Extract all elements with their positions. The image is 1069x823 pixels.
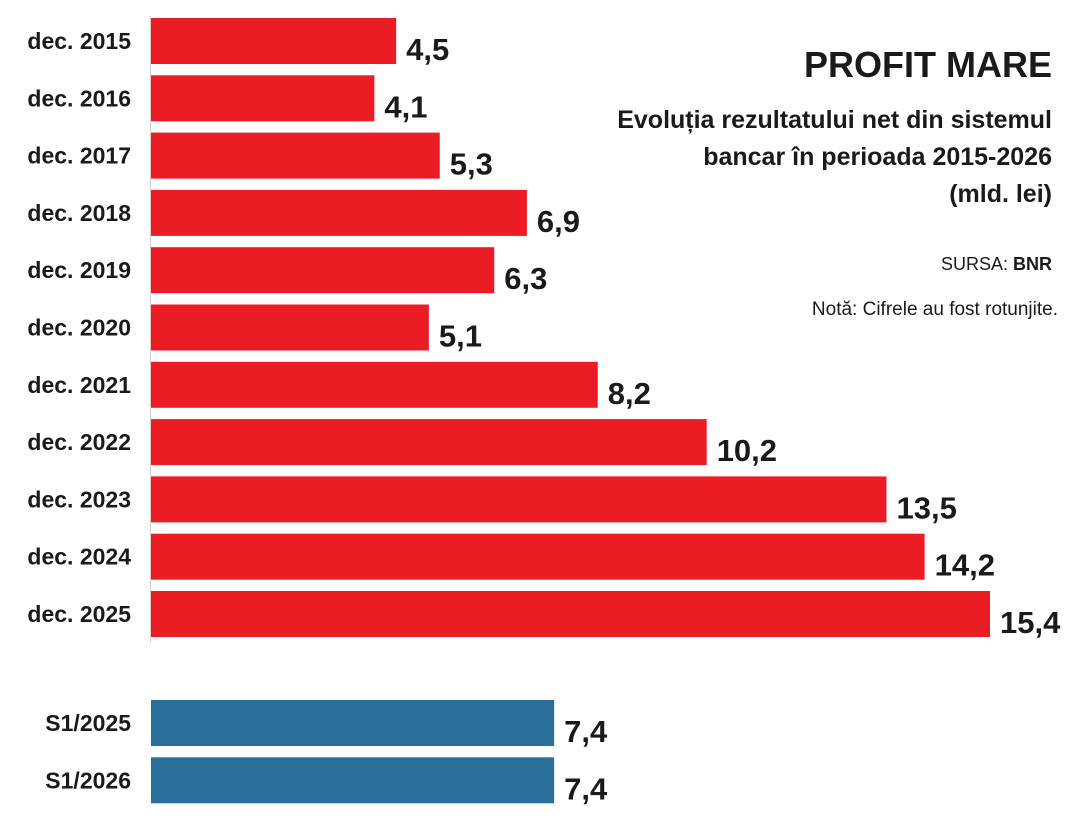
value-label-semester-1: 7,4: [564, 771, 608, 806]
value-label-semester-0: 7,4: [564, 714, 608, 749]
category-label-semester-1: S1/2026: [45, 767, 131, 793]
chart-subtitle-line-1: Evoluția rezultatului net din sistemul: [617, 106, 1052, 134]
category-label-annual-5: dec. 2020: [27, 315, 131, 341]
category-label-annual-3: dec. 2018: [27, 200, 131, 226]
bar-annual-10: [151, 591, 990, 637]
value-label-annual-5: 5,1: [439, 319, 482, 354]
value-label-annual-1: 4,1: [384, 89, 427, 124]
category-label-annual-4: dec. 2019: [27, 257, 131, 283]
bar-annual-6: [151, 361, 598, 408]
bar-annual-2: [151, 132, 440, 179]
value-label-annual-3: 6,9: [537, 204, 580, 239]
category-label-semester-0: S1/2025: [45, 710, 131, 736]
category-label-annual-6: dec. 2021: [27, 372, 131, 398]
category-label-annual-0: dec. 2015: [27, 28, 131, 54]
value-label-annual-8: 13,5: [896, 490, 956, 525]
bar-semester-0: [151, 700, 555, 746]
bar-annual-0: [151, 18, 397, 64]
bar-group: dec. 2015 4,5 dec. 2016 4,1 dec. 2017 5,3 dec.…: [27, 18, 1061, 806]
chart-subtitle-line-2: bancar în perioada 2015-2026: [703, 143, 1052, 171]
note-text: Notă: Cifrele au fost rotunjite.: [812, 299, 1058, 320]
bar-annual-7: [151, 419, 707, 466]
value-label-annual-4: 6,3: [504, 261, 547, 296]
bar-annual-9: [151, 533, 925, 580]
chart-subtitle-line-3: (mld. lei): [949, 180, 1052, 208]
source-text: SURSA: BNR: [941, 254, 1052, 274]
category-label-annual-1: dec. 2016: [27, 85, 131, 111]
bar-annual-3: [151, 189, 527, 236]
source-label: SURSA:: [941, 254, 1013, 274]
category-label-annual-9: dec. 2024: [27, 544, 131, 570]
bar-annual-1: [151, 75, 375, 122]
value-label-annual-9: 14,2: [935, 548, 995, 583]
category-label-annual-7: dec. 2022: [27, 429, 131, 455]
category-label-annual-10: dec. 2025: [27, 601, 131, 627]
category-label-annual-8: dec. 2023: [27, 486, 131, 512]
category-label-annual-2: dec. 2017: [27, 143, 131, 169]
bar-annual-5: [151, 304, 429, 351]
value-label-annual-2: 5,3: [450, 147, 493, 182]
source-value: BNR: [1013, 254, 1052, 274]
value-label-annual-7: 10,2: [717, 433, 777, 468]
bar-semester-1: [151, 757, 555, 804]
chart-title: PROFIT MARE: [804, 44, 1052, 85]
value-label-annual-6: 8,2: [608, 376, 651, 411]
value-label-annual-0: 4,5: [406, 32, 449, 67]
value-label-annual-10: 15,4: [1000, 605, 1061, 640]
bar-annual-4: [151, 247, 495, 294]
bar-annual-8: [151, 476, 887, 523]
